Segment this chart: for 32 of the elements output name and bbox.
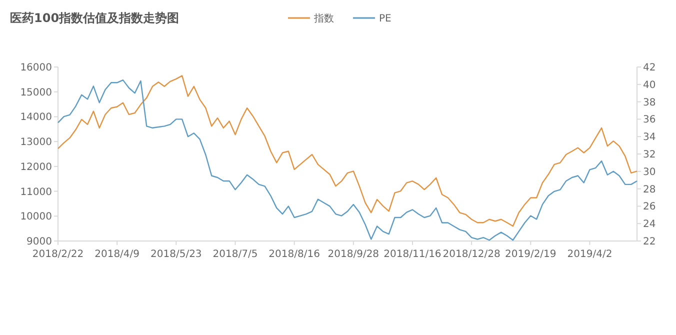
legend-label: 指数	[313, 12, 334, 24]
y-tick-label: 10000	[20, 212, 52, 223]
y2-tick-label: 22	[643, 236, 656, 248]
x-tick-label: 2018/9/28	[328, 249, 380, 260]
y-tick-label: 14000	[20, 112, 52, 124]
x-tick-label: 2018/8/16	[268, 249, 320, 260]
chart-title: 医药100指数估值及指数走势图	[10, 11, 180, 25]
y2-tick-label: 30	[643, 166, 656, 178]
y2-tick-label: 28	[643, 184, 656, 196]
y2-tick-label: 32	[643, 150, 656, 160]
x-tick-label: 2018/11/16	[384, 249, 442, 260]
legend-label: PE	[379, 14, 392, 24]
y2-tick-label: 38	[643, 97, 656, 108]
y2-tick-label: 36	[643, 114, 656, 126]
x-tick-label: 2018/2/22	[32, 249, 84, 260]
y-tick-label: 15000	[20, 87, 52, 98]
y-tick-label: 16000	[20, 62, 52, 74]
y2-tick-label: 34	[643, 132, 656, 144]
x-tick-label: 2018/4/9	[94, 249, 140, 260]
x-tick-label: 2018/12/28	[442, 249, 500, 260]
x-tick-label: 2018/5/23	[150, 249, 202, 260]
y2-tick-label: 42	[643, 62, 656, 74]
y-tick-label: 11000	[20, 186, 52, 198]
y2-tick-label: 40	[643, 80, 656, 91]
y2-tick-label: 26	[643, 202, 656, 213]
x-tick-label: 2019/4/2	[567, 249, 612, 260]
y2-tick-label: 24	[643, 219, 656, 230]
y-tick-label: 9000	[26, 236, 52, 248]
x-tick-label: 2018/7/5	[212, 249, 258, 260]
y-tick-label: 13000	[20, 137, 52, 148]
y-tick-label: 12000	[20, 162, 52, 173]
x-tick-label: 2019/2/19	[505, 249, 556, 260]
